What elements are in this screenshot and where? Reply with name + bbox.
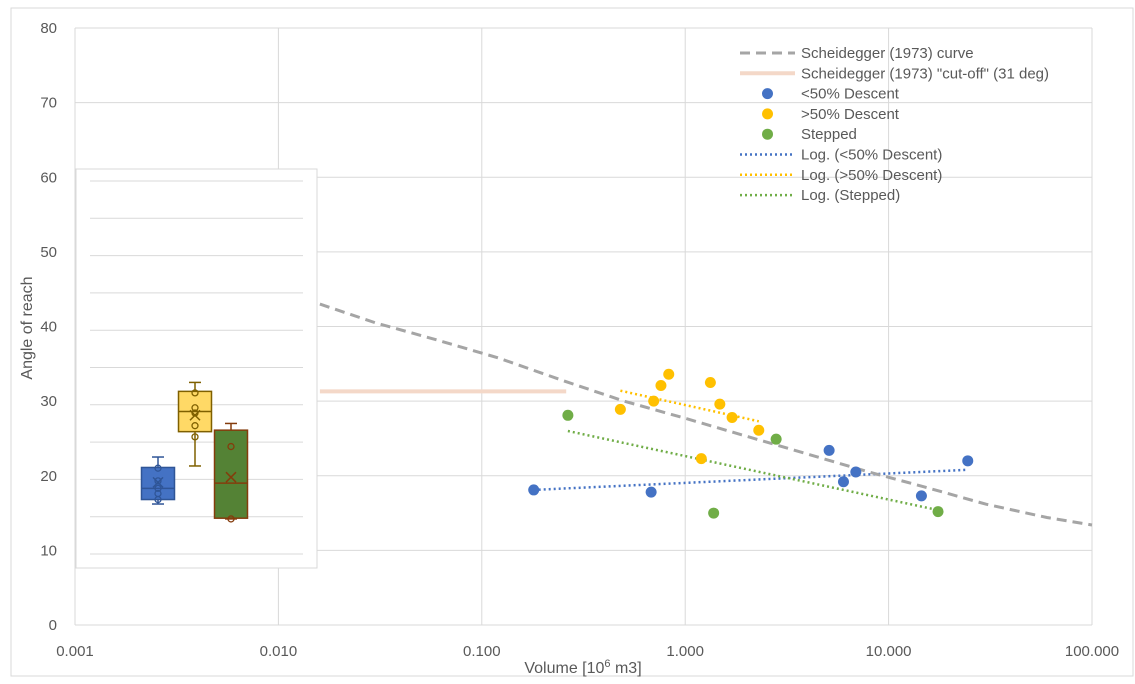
legend-entry: Scheidegger (1973) "cut-off" (31 deg) bbox=[801, 65, 1049, 82]
data-point bbox=[962, 455, 974, 467]
data-point bbox=[645, 486, 657, 498]
data-point bbox=[655, 379, 667, 391]
box-point bbox=[227, 515, 235, 523]
x-axis-label-sup: 6 bbox=[604, 658, 610, 670]
data-point bbox=[695, 453, 707, 465]
data-point bbox=[823, 444, 835, 456]
x-tick-label: 0.010 bbox=[260, 643, 298, 660]
y-tick-label: 70 bbox=[40, 95, 57, 112]
data-point bbox=[648, 395, 660, 407]
x-tick-label: 100.000 bbox=[1065, 643, 1119, 660]
data-point bbox=[562, 409, 574, 421]
y-tick-label: 60 bbox=[40, 169, 57, 186]
box-point bbox=[154, 464, 162, 472]
data-point bbox=[714, 398, 726, 410]
series-layer bbox=[319, 302, 1093, 527]
box-point bbox=[154, 489, 162, 498]
y-tick-labels: 0 10 20 30 40 50 60 70 80 bbox=[40, 20, 57, 634]
data-point bbox=[726, 412, 738, 424]
x-tick-label: 1.000 bbox=[666, 643, 704, 660]
x-tick-labels: 0.001 0.010 0.100 1.000 10.000 100.000 bbox=[56, 643, 1119, 660]
data-point bbox=[932, 506, 944, 518]
legend-entry: Log. (Stepped) bbox=[801, 187, 900, 204]
legend-entry: >50% Descent bbox=[801, 106, 900, 123]
box-point bbox=[191, 404, 199, 412]
data-point bbox=[704, 376, 716, 388]
y-tick-label: 20 bbox=[40, 468, 57, 485]
data-point bbox=[708, 507, 720, 519]
data-point bbox=[753, 424, 765, 436]
legend-entry: <50% Descent bbox=[801, 86, 900, 103]
box-point bbox=[191, 389, 199, 397]
data-point bbox=[850, 466, 862, 478]
y-tick-label: 10 bbox=[40, 542, 57, 559]
series-line bbox=[620, 389, 760, 423]
legend-entry: Scheidegger (1973) curve bbox=[801, 45, 974, 62]
series-line bbox=[567, 429, 939, 512]
y-tick-label: 50 bbox=[40, 244, 57, 261]
y-tick-label: 80 bbox=[40, 20, 57, 37]
box-point bbox=[191, 409, 199, 417]
data-point bbox=[528, 484, 540, 496]
x-axis-label-main: Volume [10 bbox=[524, 660, 604, 677]
data-point bbox=[915, 490, 927, 502]
inset-boxplot bbox=[75, 168, 318, 569]
x-tick-label: 0.001 bbox=[56, 643, 94, 660]
y-tick-label: 0 bbox=[49, 617, 57, 634]
y-tick-label: 30 bbox=[40, 393, 57, 410]
legend-marker bbox=[762, 128, 773, 140]
x-axis-label: Volume [106 m3] bbox=[524, 658, 641, 677]
legend-entry: Stepped bbox=[801, 126, 857, 143]
data-point bbox=[837, 476, 849, 488]
legend-entry: Log. (>50% Descent) bbox=[801, 167, 942, 184]
data-point bbox=[770, 433, 782, 445]
x-tick-label: 10.000 bbox=[866, 643, 912, 660]
legend-marker bbox=[762, 108, 773, 120]
y-axis-label: Angle of reach bbox=[19, 276, 36, 379]
series-line bbox=[319, 302, 1093, 527]
box bbox=[213, 429, 249, 519]
x-axis-label-tail: m3] bbox=[611, 660, 642, 677]
box-point bbox=[191, 422, 199, 430]
data-point bbox=[614, 403, 626, 415]
box-point bbox=[154, 484, 162, 493]
box-point bbox=[154, 477, 162, 485]
box-mean-marker bbox=[152, 476, 164, 488]
legend: Scheidegger (1973) curve Scheidegger (197… bbox=[740, 45, 1049, 204]
box-point bbox=[191, 433, 199, 441]
legend-entry: Log. (<50% Descent) bbox=[801, 147, 942, 164]
data-point bbox=[663, 368, 675, 380]
box-mean-marker bbox=[225, 471, 237, 483]
box-point bbox=[227, 442, 235, 451]
inset-frame bbox=[75, 168, 318, 569]
y-tick-label: 40 bbox=[40, 319, 57, 336]
x-tick-label: 0.100 bbox=[463, 643, 501, 660]
legend-marker bbox=[762, 88, 773, 100]
